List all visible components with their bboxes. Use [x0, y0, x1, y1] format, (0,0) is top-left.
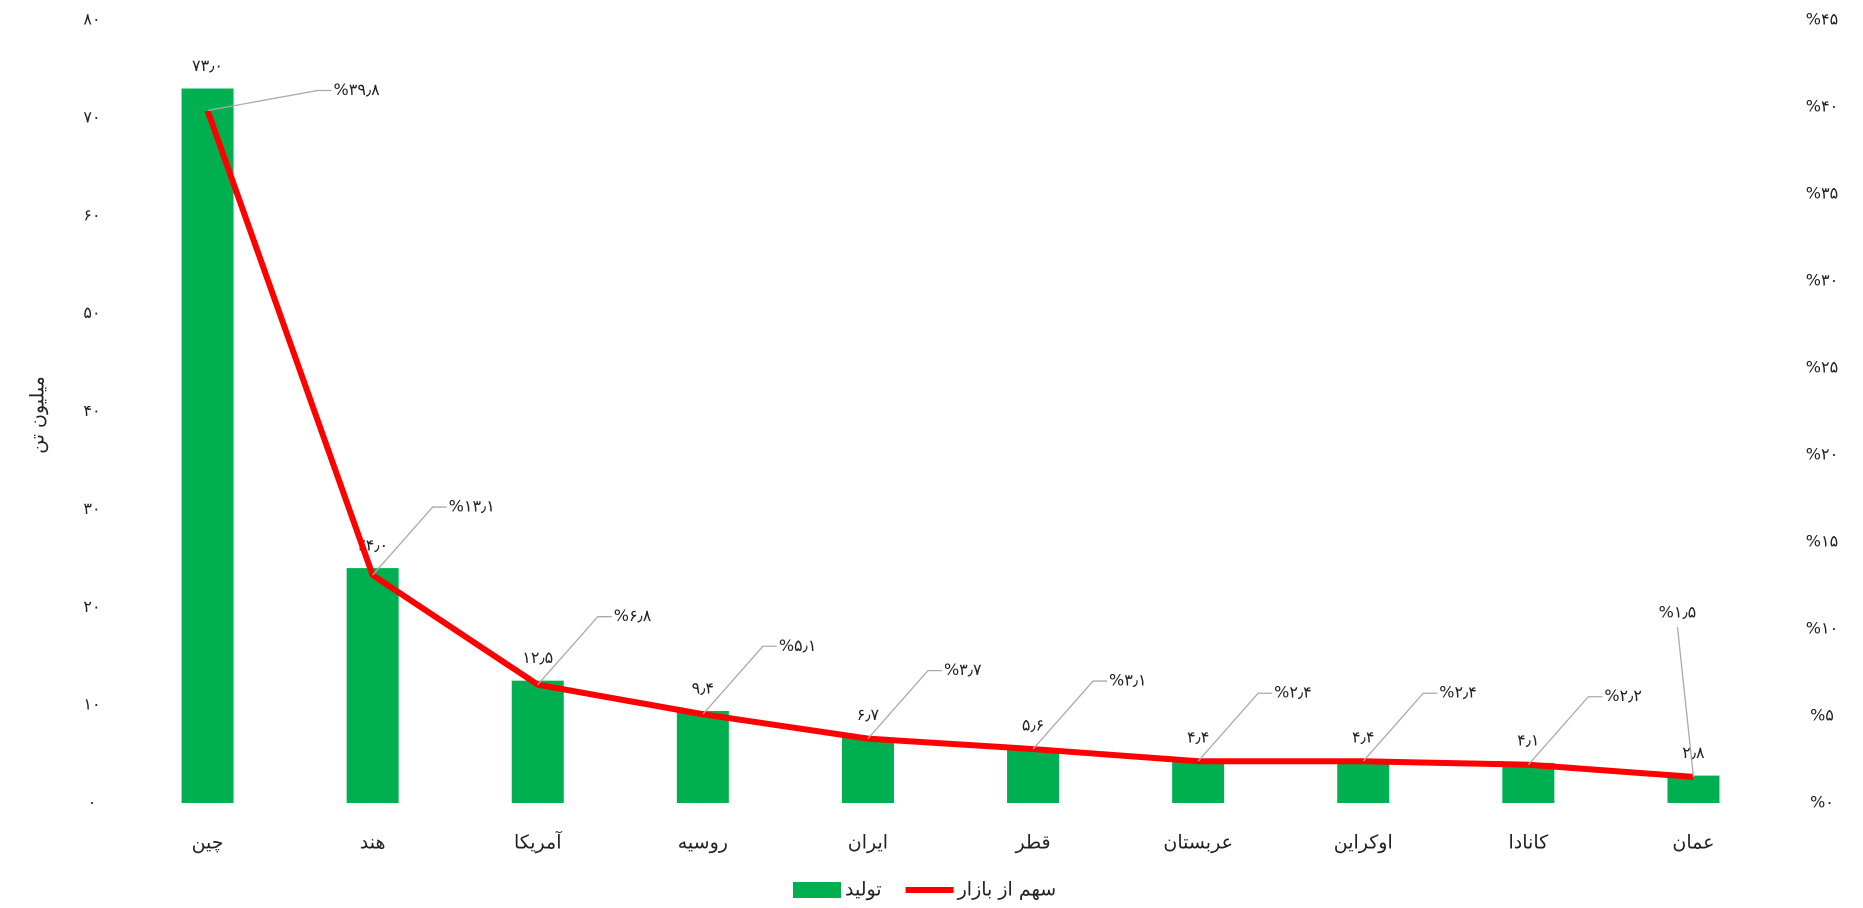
y2-tick-label: %۱۵	[1806, 532, 1838, 551]
leader-line	[207, 89, 332, 112]
x-tick-label: قطر	[1014, 832, 1050, 854]
y2-tick-label: %۰	[1810, 793, 1834, 812]
bar	[1172, 759, 1225, 803]
y2-tick-label: %۲۰	[1806, 445, 1838, 464]
line-value-label: %۲٫۴	[1439, 683, 1477, 702]
leader-line	[372, 506, 447, 576]
y-tick-label: ۳۰	[83, 499, 100, 518]
legend-label: سهم از بازار	[957, 879, 1057, 901]
line-value-label: %۳۹٫۸	[334, 80, 381, 99]
x-tick-label: چین	[192, 832, 224, 854]
leader-line	[1197, 692, 1273, 762]
bar	[1667, 775, 1720, 803]
leader-line	[1362, 692, 1438, 762]
x-tick-label: روسیه	[678, 832, 728, 854]
bar-value-label: ۴٫۱	[1517, 730, 1539, 749]
line-value-label: %۵٫۱	[779, 636, 817, 655]
bar	[841, 737, 894, 803]
y-tick-label: ۸۰	[83, 10, 100, 29]
y-tick-label: ۴۰	[83, 401, 100, 420]
x-tick-label: هند	[360, 832, 386, 854]
y2-tick-label: %۱۰	[1806, 619, 1838, 638]
bar-value-label: ۶٫۷	[857, 705, 880, 724]
y-tick-label: ۵۰	[83, 303, 100, 322]
bar	[676, 710, 729, 803]
bar	[1502, 762, 1555, 803]
x-tick-label: ایران	[848, 832, 888, 854]
x-tick-label: عمان	[1672, 832, 1714, 854]
y2-tick-label: %۳۵	[1806, 184, 1838, 203]
leader-line	[702, 645, 777, 715]
legend-swatch	[793, 882, 841, 898]
bar-value-label: ۹٫۴	[692, 678, 714, 697]
line-value-label: %۱۳٫۱	[449, 497, 495, 516]
y2-tick-label: %۴۵	[1806, 10, 1838, 29]
line-value-label: %۳٫۱	[1109, 671, 1147, 690]
line-value-label: %۳٫۷	[944, 660, 982, 679]
y2-tick-label: %۳۰	[1806, 271, 1838, 290]
leader-line	[1676, 626, 1695, 777]
leader-line	[867, 669, 942, 740]
bar-value-label: ۲٫۸	[1682, 743, 1705, 762]
leader-line	[1032, 680, 1108, 750]
x-tick-label: آمریکا	[514, 830, 562, 854]
bar	[1337, 759, 1390, 803]
bar-value-label: ۵٫۶	[1022, 716, 1044, 735]
bar-value-label: ۷۳٫۰	[192, 56, 223, 75]
leader-line	[537, 616, 612, 686]
y-tick-label: ۶۰	[83, 205, 100, 224]
y-axis-title: میلیون تن	[27, 376, 49, 454]
legend-label: تولید	[845, 879, 882, 901]
y2-tick-label: %۲۵	[1806, 358, 1838, 377]
bar-value-label: ۴٫۴	[1352, 727, 1374, 746]
bar-value-label: ۱۲٫۵	[522, 648, 553, 667]
y-tick-label: ۱۰	[83, 695, 100, 714]
y-tick-label: ۰	[88, 793, 97, 812]
bar	[181, 88, 234, 803]
x-tick-label: عربستان	[1163, 832, 1233, 854]
leader-line	[1527, 696, 1603, 766]
line-value-label: %۲٫۴	[1274, 683, 1312, 702]
share-line	[204, 109, 1694, 780]
line-value-label: %۱٫۵	[1659, 602, 1697, 621]
bar	[346, 568, 399, 803]
bar	[511, 680, 564, 803]
x-tick-label: کانادا	[1509, 832, 1550, 854]
y2-tick-label: %۴۰	[1806, 97, 1838, 116]
x-tick-label: اوکراین	[1334, 832, 1393, 854]
bar-value-label: ۴٫۴	[1187, 727, 1209, 746]
line-value-label: %۲٫۲	[1604, 686, 1642, 705]
y2-tick-label: %۵	[1810, 706, 1834, 725]
line-value-label: %۶٫۸	[614, 606, 652, 625]
bar	[1007, 748, 1060, 803]
y-tick-label: ۷۰	[83, 107, 100, 126]
y-tick-label: ۲۰	[83, 597, 100, 616]
